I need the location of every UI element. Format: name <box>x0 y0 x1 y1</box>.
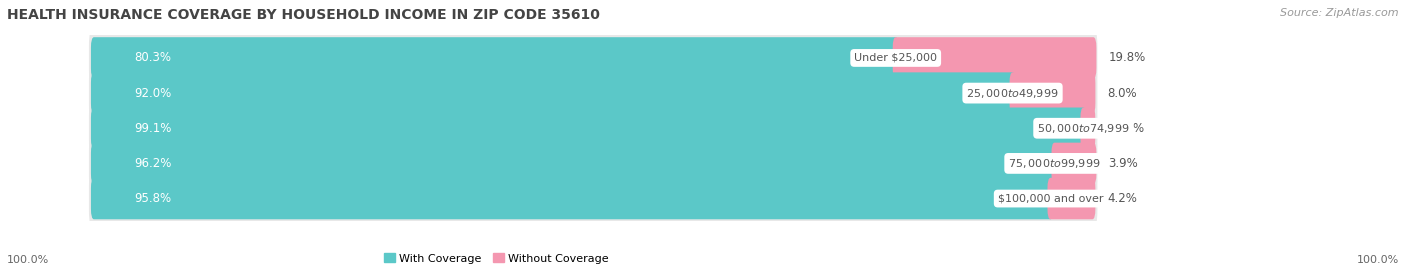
FancyBboxPatch shape <box>893 37 1097 79</box>
Text: Source: ZipAtlas.com: Source: ZipAtlas.com <box>1281 8 1399 18</box>
Text: 3.9%: 3.9% <box>1108 157 1137 170</box>
Text: 100.0%: 100.0% <box>1357 255 1399 265</box>
Text: Under $25,000: Under $25,000 <box>855 53 938 63</box>
Legend: With Coverage, Without Coverage: With Coverage, Without Coverage <box>380 249 613 268</box>
FancyBboxPatch shape <box>91 178 1053 219</box>
FancyBboxPatch shape <box>89 168 1098 229</box>
FancyBboxPatch shape <box>89 98 1098 158</box>
Text: HEALTH INSURANCE COVERAGE BY HOUSEHOLD INCOME IN ZIP CODE 35610: HEALTH INSURANCE COVERAGE BY HOUSEHOLD I… <box>7 8 600 22</box>
FancyBboxPatch shape <box>1010 72 1095 114</box>
Text: 95.8%: 95.8% <box>134 192 172 205</box>
Text: $50,000 to $74,999: $50,000 to $74,999 <box>1038 122 1129 135</box>
Text: 80.3%: 80.3% <box>134 52 172 65</box>
FancyBboxPatch shape <box>1052 143 1097 184</box>
Text: 4.2%: 4.2% <box>1108 192 1137 205</box>
FancyBboxPatch shape <box>91 143 1057 184</box>
Text: 0.89%: 0.89% <box>1108 122 1144 135</box>
FancyBboxPatch shape <box>91 107 1087 149</box>
Text: $25,000 to $49,999: $25,000 to $49,999 <box>966 87 1059 100</box>
FancyBboxPatch shape <box>89 63 1098 123</box>
FancyBboxPatch shape <box>89 28 1098 88</box>
FancyBboxPatch shape <box>1080 107 1095 149</box>
Text: 8.0%: 8.0% <box>1108 87 1137 100</box>
FancyBboxPatch shape <box>91 72 1015 114</box>
Text: 19.8%: 19.8% <box>1108 52 1146 65</box>
Text: 100.0%: 100.0% <box>7 255 49 265</box>
FancyBboxPatch shape <box>89 133 1098 194</box>
FancyBboxPatch shape <box>1047 178 1095 219</box>
Text: 96.2%: 96.2% <box>134 157 172 170</box>
FancyBboxPatch shape <box>91 37 898 79</box>
Text: $75,000 to $99,999: $75,000 to $99,999 <box>1008 157 1101 170</box>
Text: 99.1%: 99.1% <box>134 122 172 135</box>
Text: $100,000 and over: $100,000 and over <box>998 194 1104 204</box>
Text: 92.0%: 92.0% <box>134 87 172 100</box>
